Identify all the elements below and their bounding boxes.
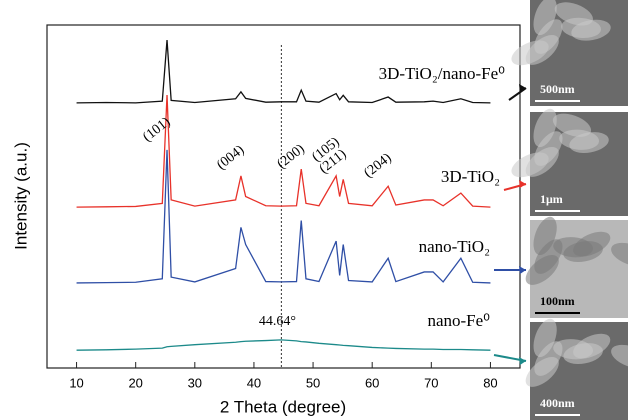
arrow-head <box>519 266 526 274</box>
x-tick-label: 10 <box>69 375 83 390</box>
scale-bar-label: 500nm <box>540 82 575 96</box>
x-tick-label: 60 <box>365 375 379 390</box>
texture <box>553 237 594 258</box>
series-label: 3D-TiO₂/nano-Fe⁰ <box>379 64 506 83</box>
x-tick-label: 80 <box>483 375 497 390</box>
y-axis-label: Intensity (a.u.) <box>11 142 30 250</box>
arrow-head <box>519 357 526 365</box>
series-label: nano-TiO₂ <box>419 237 490 256</box>
x-axis-label: 2 Theta (degree) <box>220 397 346 416</box>
reference-label: 44.64° <box>259 314 296 329</box>
texture <box>554 2 593 26</box>
series-line <box>76 94 491 208</box>
series-label: nano-Fe⁰ <box>427 311 490 330</box>
peak-label: (204) <box>361 150 394 181</box>
series-label: 3D-TiO₂ <box>441 167 500 186</box>
x-tick-label: 70 <box>424 375 438 390</box>
plot-frame <box>46 24 521 369</box>
scale-bar-label: 1μm <box>540 192 563 206</box>
peak-label: (200) <box>274 141 307 172</box>
texture <box>511 152 549 178</box>
texture <box>552 113 592 137</box>
peak-label: (004) <box>214 142 247 173</box>
series-line <box>76 40 491 104</box>
x-tick-label: 50 <box>306 375 320 390</box>
x-tick-label: 40 <box>247 375 261 390</box>
arrow-head <box>519 84 526 92</box>
texture <box>511 40 549 66</box>
texture <box>553 339 594 360</box>
series-line <box>76 339 491 351</box>
scale-bar-label: 400nm <box>540 396 575 410</box>
x-tick-label: 30 <box>188 375 202 390</box>
scale-bar-label: 100nm <box>540 294 575 308</box>
texture <box>525 254 559 285</box>
texture <box>611 242 628 267</box>
series-line <box>76 149 491 284</box>
texture <box>611 344 628 369</box>
arrow <box>508 87 527 101</box>
arrow-head <box>519 180 526 188</box>
x-tick-label: 20 <box>128 375 142 390</box>
texture <box>525 356 559 387</box>
